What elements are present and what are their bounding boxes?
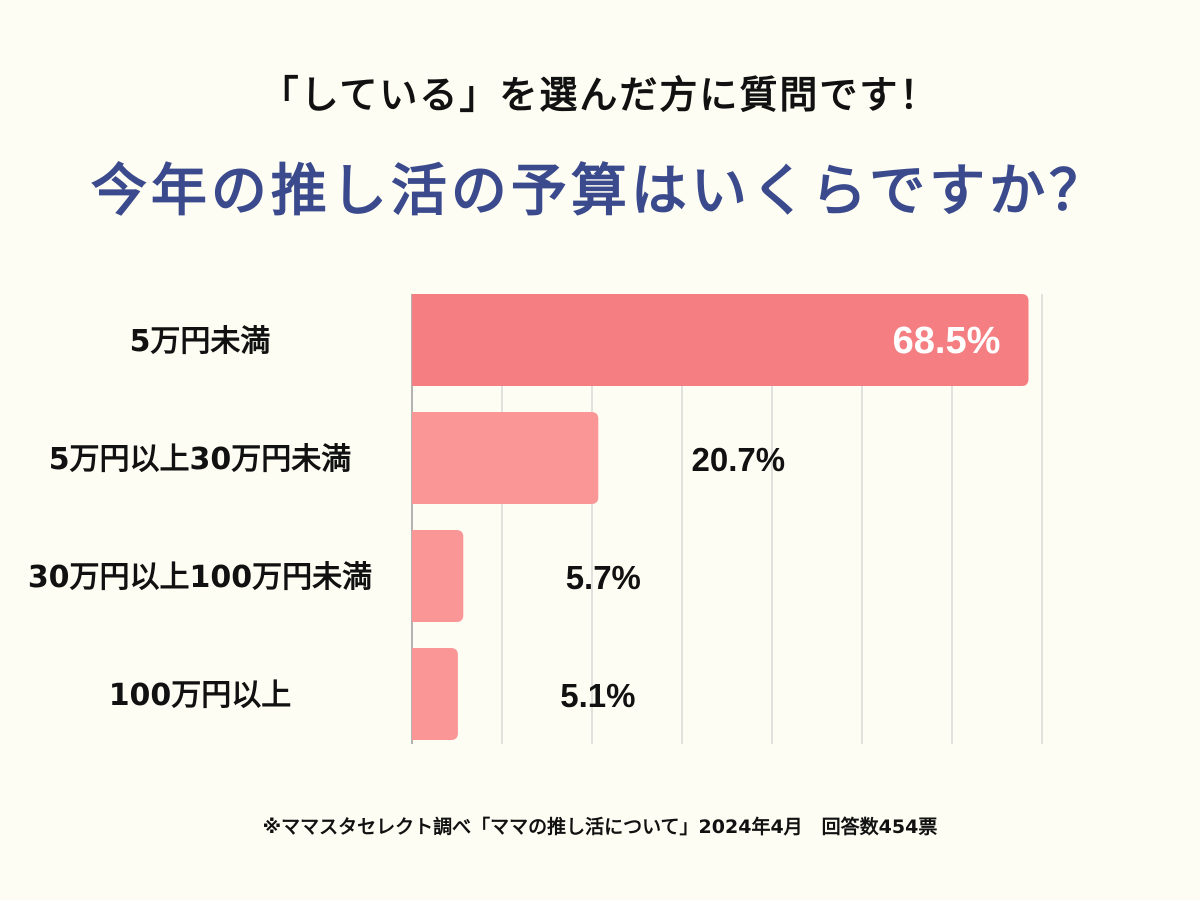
- category-label-1: 5万円未満: [130, 324, 271, 359]
- bar-2: [412, 412, 599, 504]
- bar-3: [412, 530, 464, 622]
- source-footnote: ※ママスタセレクト調べ「ママの推し活について」2024年4月 回答数454票: [262, 816, 938, 838]
- value-label-1: 68.5%: [893, 320, 1001, 362]
- value-label-4: 5.1%: [560, 677, 635, 714]
- value-label-3: 5.7%: [566, 559, 641, 596]
- chart-title: 今年の推し活の予算はいくらですか？: [90, 159, 1110, 224]
- bar-1: [412, 294, 1029, 386]
- chart-subtitle: 「している」を選んだ方に質問です！: [260, 73, 940, 117]
- value-label-2: 20.7%: [692, 441, 786, 478]
- bar-4: [412, 648, 458, 740]
- category-label-2: 5万円以上30万円未満: [49, 442, 352, 477]
- category-label-4: 100万円以上: [109, 678, 292, 713]
- category-label-3: 30万円以上100万円未満: [28, 560, 372, 595]
